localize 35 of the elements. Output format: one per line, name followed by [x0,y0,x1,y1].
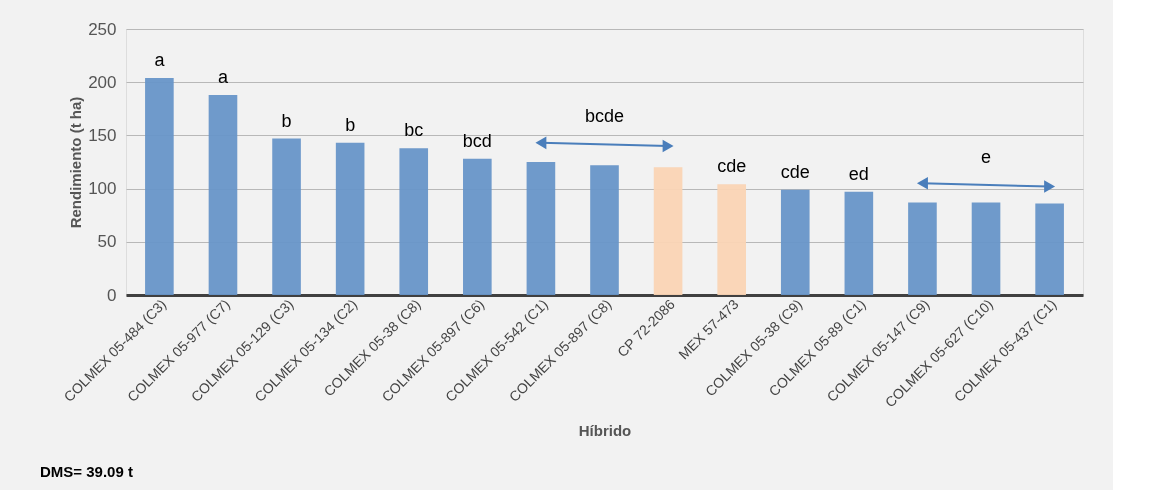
bar [463,158,492,295]
y-tick-label: 50 [97,232,117,252]
bar [971,202,1001,295]
annotation: ed [848,163,869,184]
annotation: e [981,146,992,167]
y-tick-label: 150 [88,125,117,145]
y-tick-label: 250 [88,19,117,39]
annotation: bc [404,120,424,141]
bar [145,77,174,295]
y-tick-label: 200 [88,72,117,92]
bar [590,165,619,295]
annotation: a [217,66,229,87]
bar [717,184,746,295]
annotation: a [154,49,166,70]
bar [780,189,810,295]
x-axis-title: Híbrido [578,422,632,440]
bar [399,148,429,295]
annotation: bcd [462,130,492,151]
bar [272,138,301,295]
text: DMS= 39.09 t [40,463,133,480]
y-tick-label: 0 [107,285,117,305]
y-tick-label: 100 [88,179,117,199]
bar [1035,203,1064,295]
bar [335,142,365,295]
annotation: bcde [584,106,625,127]
annotation: b [281,110,292,131]
bar [844,191,874,295]
bar [526,162,556,295]
bar [653,167,683,295]
annotation: cde [717,156,747,177]
y-axis-title: Rendimiento (t ha) [67,96,85,229]
bar [208,94,238,295]
annotation: cde [780,161,810,182]
bar [908,202,937,295]
annotation: b [345,114,356,135]
